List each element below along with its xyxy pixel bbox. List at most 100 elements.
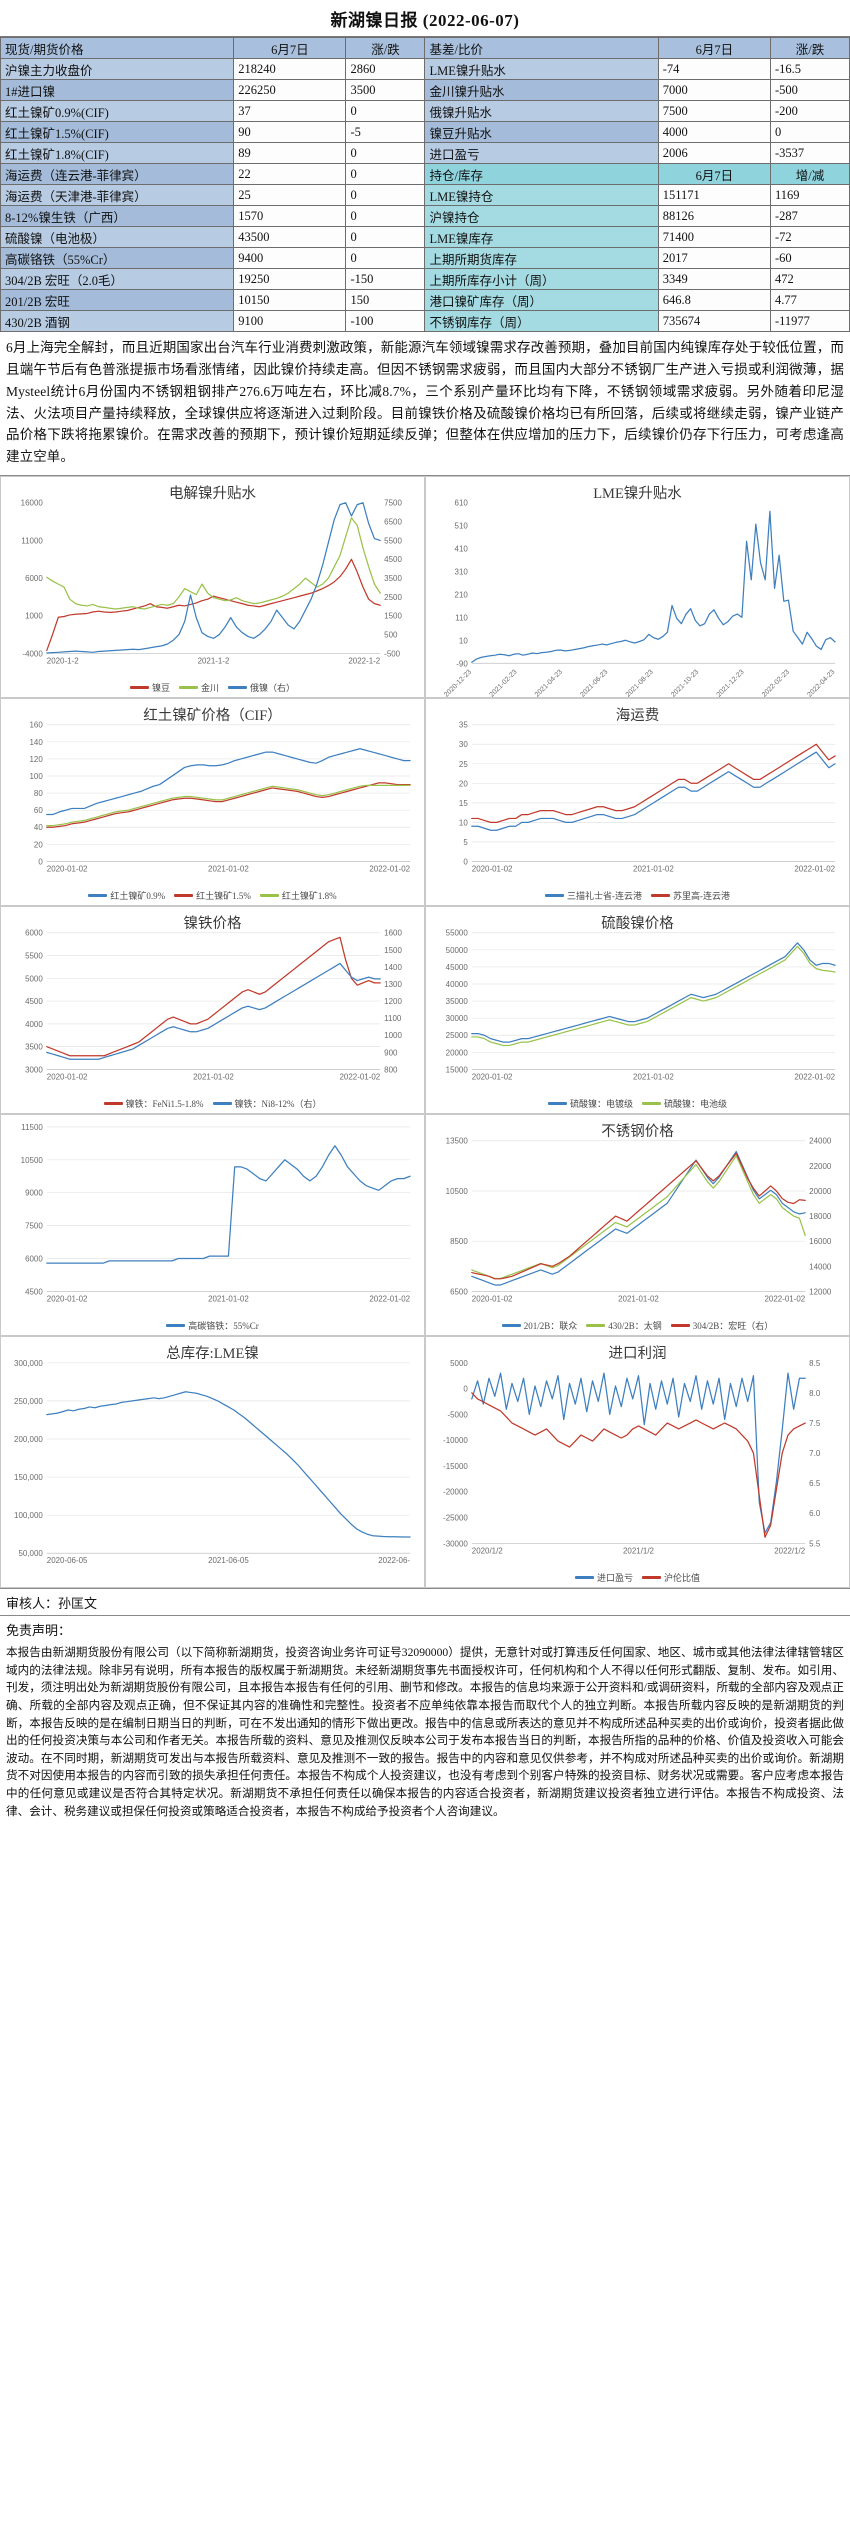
svg-text:900: 900 <box>384 1048 398 1057</box>
row-change-right: -16.5 <box>769 58 850 80</box>
row-change-left: 0 <box>345 184 426 206</box>
row-change-right: 0 <box>769 121 850 143</box>
row-value-right: 2006 <box>657 142 771 164</box>
svg-text:30: 30 <box>459 740 468 749</box>
svg-text:2022-01-02: 2022-01-02 <box>369 1294 410 1303</box>
series-line-1 <box>46 782 411 829</box>
row-label-left: 红土镍矿1.5%(CIF) <box>0 121 235 143</box>
table-row: 海运费（天津港-菲律宾） 25 0 LME镍持仓 151171 1169 <box>0 184 850 206</box>
nickel-daily-report-page: 新湖镍日报 (2022-06-07) 现货/期货价格 6月7日 涨/跌 基差/比价 6月… <box>0 11 850 1818</box>
svg-text:2020-01-02: 2020-01-02 <box>472 1294 513 1303</box>
series-line-2 <box>46 784 411 827</box>
svg-text:120: 120 <box>30 755 44 764</box>
legend-label: 430/2B：太钢 <box>608 1321 662 1332</box>
row-change-right: -60 <box>769 247 850 269</box>
svg-text:11500: 11500 <box>21 1123 43 1132</box>
row-value-left: 9400 <box>233 247 347 269</box>
table-row: 430/2B 酒钢 9100 -100 不锈钢库存（周） 735674 -11977 <box>0 310 850 332</box>
legend-label: 三描礼士省-连云港 <box>567 891 642 902</box>
legend-item: 硫酸镍：电池级 <box>642 1097 727 1110</box>
svg-text:2021-02-23: 2021-02-23 <box>488 669 518 697</box>
svg-text:-500: -500 <box>384 650 401 659</box>
svg-text:1100: 1100 <box>384 1014 402 1023</box>
legend-swatch-icon <box>501 1324 521 1328</box>
svg-text:30000: 30000 <box>446 1014 469 1023</box>
row-change-left: 150 <box>345 289 426 311</box>
row-label-left: 沪镍主力收盘价 <box>0 58 235 80</box>
table-row: 红土镍矿1.8%(CIF) 89 0 进口盈亏 2006 -3537 <box>0 142 850 164</box>
svg-text:150,000: 150,000 <box>14 1473 43 1482</box>
svg-text:0: 0 <box>38 858 43 867</box>
chart-plot: 3000 3500 4000 4500 5000 5500 6000 800 900 1000 11… <box>25 929 402 1082</box>
row-value-left: 19250 <box>233 268 347 290</box>
svg-text:40: 40 <box>34 823 43 832</box>
svg-text:250,000: 250,000 <box>14 1397 43 1406</box>
row-value-right: 6月7日 <box>657 163 771 185</box>
svg-text:100: 100 <box>30 772 44 781</box>
legend-swatch-icon <box>166 1324 186 1328</box>
legend-swatch-icon <box>651 894 670 898</box>
legend-item: 三描礼士省-连云港 <box>545 889 642 902</box>
row-value-left: 10150 <box>233 289 347 311</box>
svg-text:6000: 6000 <box>25 574 43 583</box>
svg-text:1000: 1000 <box>384 1031 402 1040</box>
row-value-right: 2017 <box>657 247 771 269</box>
legend-swatch-icon <box>259 894 279 898</box>
row-label-left: 201/2B 宏旺 <box>0 289 235 311</box>
series-line-0 <box>46 936 381 1057</box>
svg-text:4500: 4500 <box>25 997 43 1006</box>
row-change-right: -500 <box>769 79 850 101</box>
row-change-left: 0 <box>345 247 426 269</box>
svg-text:8.0: 8.0 <box>809 1389 821 1398</box>
svg-text:45000: 45000 <box>446 963 469 972</box>
svg-text:1600: 1600 <box>384 929 402 938</box>
svg-text:-30000: -30000 <box>443 1539 468 1548</box>
legend-swatch-icon <box>642 1576 661 1580</box>
svg-text:2022-1-2: 2022-1-2 <box>348 656 380 665</box>
svg-text:6.0: 6.0 <box>809 1509 821 1518</box>
svg-text:2021-10-23: 2021-10-23 <box>670 669 700 697</box>
header-right-change: 涨/跌 <box>769 37 850 59</box>
svg-text:20000: 20000 <box>446 1048 469 1057</box>
row-change-right: -200 <box>769 100 850 122</box>
svg-text:2022-01-02: 2022-01-02 <box>765 1294 806 1303</box>
row-change-right: -287 <box>769 205 850 227</box>
series-line-0 <box>46 558 381 652</box>
legend-swatch-icon <box>547 1102 567 1106</box>
row-label-left: 红土镍矿1.8%(CIF) <box>0 142 235 164</box>
svg-text:1200: 1200 <box>384 997 402 1006</box>
row-value-right: 71400 <box>657 226 771 248</box>
svg-text:2020-1-2: 2020-1-2 <box>47 656 79 665</box>
series-line-2 <box>46 502 381 654</box>
legend-item: 红土镍矿1.5% <box>174 889 251 902</box>
table-row: 201/2B 宏旺 10150 150 港口镍矿库存（周） 646.8 4.77 <box>0 289 850 311</box>
row-change-left: 0 <box>345 100 426 122</box>
svg-text:10: 10 <box>459 819 468 828</box>
svg-text:18000: 18000 <box>809 1212 832 1221</box>
legend-item: 红土镍矿1.8% <box>259 889 337 902</box>
svg-text:2022-01-02: 2022-01-02 <box>794 1073 835 1082</box>
table-row: 海运费（连云港-菲律宾） 22 0 持仓/库存 6月7日 增/减 <box>0 163 850 185</box>
svg-text:1500: 1500 <box>384 946 402 955</box>
row-value-right: 646.8 <box>657 289 771 311</box>
svg-text:2021-06-23: 2021-06-23 <box>579 669 609 697</box>
svg-text:60: 60 <box>34 806 43 815</box>
row-value-left: 25 <box>233 184 347 206</box>
row-change-left: 0 <box>345 226 426 248</box>
table-row: 硫酸镍（电池极） 43500 0 LME镍库存 71400 -72 <box>0 226 850 248</box>
svg-text:2020-01-02: 2020-01-02 <box>472 1073 513 1082</box>
legend-label: 沪伦比值 <box>664 1573 701 1584</box>
svg-text:410: 410 <box>455 545 469 554</box>
row-label-right: LME镍升贴水 <box>424 58 659 80</box>
svg-text:10: 10 <box>459 637 468 646</box>
svg-text:2021-06-05: 2021-06-05 <box>208 1556 249 1565</box>
chart-legend: 红土镍矿0.9% 红土镍矿1.5% 红土镍矿1.8% <box>1 889 424 902</box>
row-value-right: 3349 <box>657 268 771 290</box>
svg-text:2022/1/2: 2022/1/2 <box>774 1546 806 1555</box>
header-right-date: 6月7日 <box>657 37 771 59</box>
row-label-left: 海运费（天津港-菲律宾） <box>0 184 235 206</box>
svg-text:1300: 1300 <box>384 980 402 989</box>
row-label-left: 1#进口镍 <box>0 79 235 101</box>
svg-text:35000: 35000 <box>446 997 469 1006</box>
row-change-right: 4.77 <box>769 289 850 311</box>
